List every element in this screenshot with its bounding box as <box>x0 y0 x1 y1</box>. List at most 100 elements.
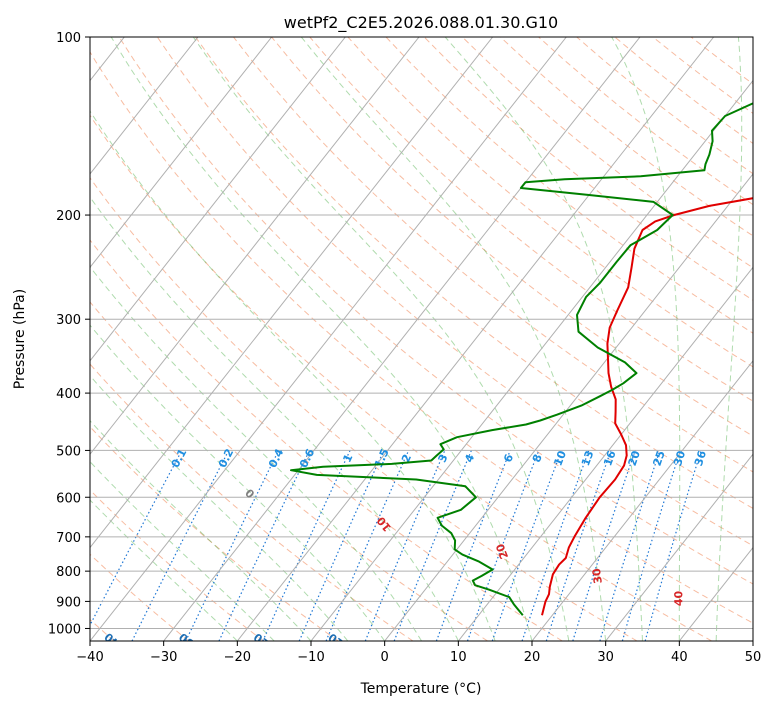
moist-adiabat-line <box>300 37 607 641</box>
isobars <box>90 37 753 629</box>
line-label: 40 <box>672 590 685 606</box>
x-tick-label: 50 <box>745 650 762 665</box>
isotherm-line <box>384 173 753 641</box>
y-tick-label: 600 <box>56 491 81 506</box>
dewpoint-line <box>290 102 753 616</box>
x-tick-label: −30 <box>150 650 177 665</box>
line-label: 10 <box>551 449 569 468</box>
moist-adiabat-line <box>192 37 570 641</box>
dry-adiabat-line <box>90 426 339 641</box>
x-tick-label: −40 <box>76 650 103 665</box>
moist-adiabat-line <box>110 37 533 641</box>
line-label: 16 <box>601 449 619 468</box>
x-axis-label: Temperature (°C) <box>360 681 482 697</box>
line-label: 25 <box>651 449 668 468</box>
moist-adiabat-line <box>90 461 275 641</box>
mixing-ratio-line <box>521 450 590 641</box>
moist-adiabat-line <box>444 37 643 641</box>
x-tick-label: −10 <box>297 650 324 665</box>
x-tick-label: 20 <box>524 650 541 665</box>
mixing-ratio-line <box>491 450 563 641</box>
x-tick-label: 10 <box>450 650 467 665</box>
isotherm-line <box>90 37 494 549</box>
isotherm-line <box>236 37 715 641</box>
chart-title: wetPf2_C2E5.2026.088.01.30.G10 <box>284 13 558 33</box>
y-axis-label: Pressure (hPa) <box>12 289 28 389</box>
mixing-ratio-line <box>545 450 612 641</box>
y-axis-ticks: 100 200 300 400 500 600 700 800 900 1000 <box>48 31 90 637</box>
y-tick-label: 300 <box>56 313 81 328</box>
y-tick-label: 1000 <box>48 622 81 637</box>
mixing-ratio-line <box>621 450 681 641</box>
moist-adiabat-line <box>90 196 459 641</box>
x-tick-label: −20 <box>224 650 251 665</box>
mixing-ratio-line <box>572 450 636 641</box>
isotherm-line <box>457 266 753 641</box>
dry-adiabat-line <box>271 37 753 437</box>
mixing-ratio-line <box>325 450 410 641</box>
x-axis-ticks: −40 −30 −20 −10 0 10 20 30 40 50 <box>76 641 761 665</box>
plot-area: 0.10.20.40.611.52346810131620253036-100-… <box>90 37 753 653</box>
moist-adiabat-line <box>611 37 681 641</box>
line-label: 13 <box>579 449 596 468</box>
temperature-line <box>541 197 753 616</box>
mixing-ratio-line <box>435 450 511 641</box>
y-tick-label: 900 <box>56 595 81 610</box>
dry-adiabat-line <box>233 37 753 473</box>
isotherm-line <box>90 37 567 641</box>
dry-adiabat-line <box>90 177 638 641</box>
line-label: -40 <box>102 630 126 653</box>
moist-adiabat-line <box>715 37 743 641</box>
line-label: 30 <box>590 567 605 584</box>
moist-adiabat-line <box>90 499 238 641</box>
dry-adiabat-line <box>90 553 190 641</box>
dry-adiabat-line <box>309 37 753 402</box>
line-label: 36 <box>692 449 709 468</box>
x-tick-label: 30 <box>597 650 614 665</box>
y-tick-label: 200 <box>56 209 81 224</box>
dry-adiabat-line <box>118 37 753 585</box>
x-tick-label: 40 <box>671 650 688 665</box>
isotherm-line <box>90 37 346 362</box>
line-label: 20 <box>493 541 511 560</box>
y-tick-label: 800 <box>56 565 81 580</box>
isotherm-line <box>310 79 753 641</box>
isotherm-line <box>531 359 753 641</box>
plot-frame <box>89 36 754 642</box>
line-label: -30 <box>176 630 200 653</box>
line-label: -20 <box>251 630 275 653</box>
x-tick-label: 0 <box>381 650 389 665</box>
dry-adiabat-line <box>423 37 753 301</box>
line-label: 20 <box>626 449 643 468</box>
y-tick-label: 500 <box>56 444 81 459</box>
moist-adiabat-line <box>90 419 312 641</box>
y-tick-label: 400 <box>56 387 81 402</box>
mixing-ratio-line <box>298 450 385 641</box>
line-label: -10 <box>326 630 350 652</box>
line-label: 30 <box>671 449 688 468</box>
isotherm-line <box>90 37 199 175</box>
dry-adiabat-line <box>90 239 563 641</box>
mixing-ratio-line <box>364 450 446 641</box>
dry-adiabat-line <box>90 301 488 641</box>
moist-adiabats <box>90 37 753 641</box>
dry-adiabat-line <box>90 51 753 624</box>
isotherm-line <box>163 37 641 641</box>
dry-adiabat-line <box>194 37 753 509</box>
profile-lines <box>290 102 753 616</box>
skewed-isotherms <box>90 37 753 641</box>
y-tick-label: 100 <box>56 31 81 46</box>
line-label: 8 <box>530 452 545 464</box>
isotherm-line <box>605 453 753 641</box>
moist-adiabat-line <box>90 110 496 641</box>
y-tick-label: 700 <box>56 531 81 546</box>
mixing-ratio-line <box>466 450 540 641</box>
moist-adiabat-line <box>90 374 349 641</box>
moist-adiabat-line <box>90 324 386 641</box>
dry-adiabat-line <box>156 37 753 547</box>
moist-adiabat-line <box>90 265 422 641</box>
mixing-ratio-line <box>599 450 661 641</box>
isotherm-line <box>90 37 273 269</box>
isotherm-line <box>90 37 420 455</box>
